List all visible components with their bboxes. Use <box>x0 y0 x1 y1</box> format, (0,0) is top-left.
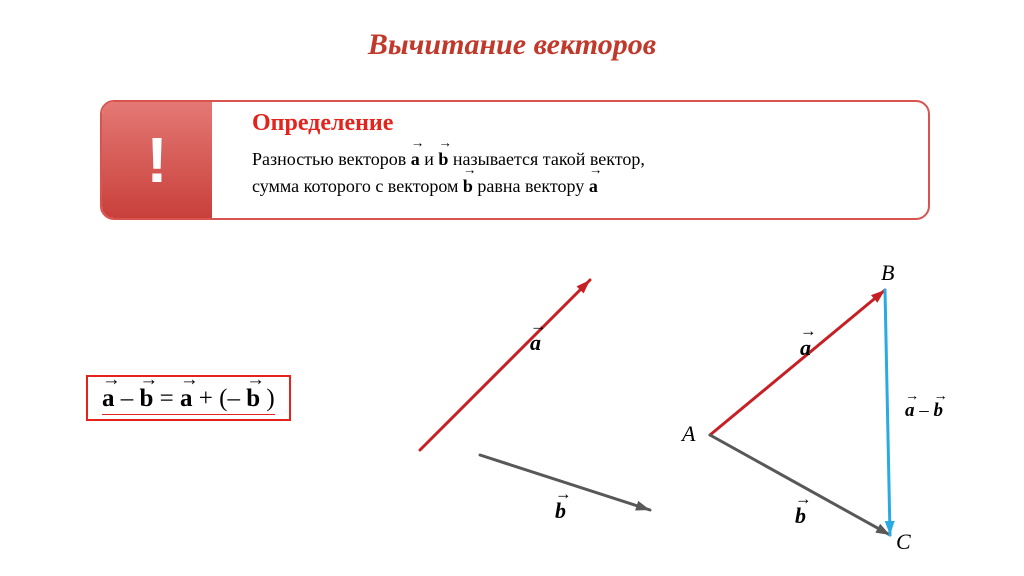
definition-box: ! Определение Разностью векторов a и b н… <box>100 100 930 220</box>
left-label-a: a <box>530 330 541 356</box>
formula-eq: = <box>160 385 180 412</box>
def-line1-post: называется такой вектор, <box>453 149 645 169</box>
left-label-b: b <box>555 498 566 524</box>
exclamation-glyph: ! <box>146 123 167 197</box>
formula-box: a – b = a + (– b ) <box>86 375 291 421</box>
vector-canvas <box>0 0 1024 576</box>
def-line1-pre: Разностью векторов <box>252 149 411 169</box>
formula-b2: b <box>246 385 260 413</box>
def-vec-a-1: a <box>411 146 420 173</box>
exclamation-icon: ! <box>102 102 212 218</box>
page-title: Вычитание векторов <box>0 0 1024 62</box>
right-point-B: B <box>881 260 894 286</box>
formula-b1: b <box>140 385 154 413</box>
def-line1-mid: и <box>424 149 438 169</box>
formula-minus: – <box>121 385 140 412</box>
def-line2-mid: равна вектору <box>477 176 588 196</box>
formula-open: (– <box>219 385 246 412</box>
def-vec-a-2: a <box>589 173 598 200</box>
right-label-diff: a – b <box>905 400 943 422</box>
right-point-A: A <box>682 421 695 447</box>
right-label-b: b <box>795 503 806 529</box>
right-point-C: C <box>896 529 911 555</box>
formula-a1: a <box>102 385 115 413</box>
right-label-a: a <box>800 335 811 361</box>
definition-body: Разностью векторов a и b называется тако… <box>252 146 908 200</box>
def-vec-b-2: b <box>463 173 473 200</box>
def-vec-b-1: b <box>438 146 448 173</box>
formula-a2: a <box>180 385 193 413</box>
def-line2-pre: сумма которого с вектором <box>252 176 463 196</box>
formula-close: ) <box>266 385 274 412</box>
definition-heading: Определение <box>252 110 393 137</box>
formula-plus: + <box>199 385 213 412</box>
